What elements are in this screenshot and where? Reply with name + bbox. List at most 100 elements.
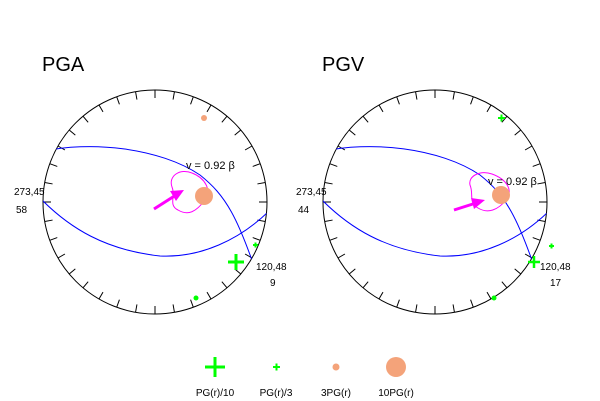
tick-mark	[348, 268, 356, 275]
right-axis-label: 120,48	[256, 262, 287, 273]
tick-mark	[514, 268, 522, 275]
tick-mark	[206, 104, 212, 113]
stereonet-pga: v = 0.92 β 273,45 58 120,48 9	[14, 89, 287, 315]
tick-mark	[57, 253, 66, 259]
station-cross-large	[528, 256, 540, 268]
legend-symbol-big-dot	[386, 357, 406, 377]
tick-mark	[324, 182, 333, 185]
directivity-arrow-shaft	[453, 201, 477, 212]
tick-mark	[362, 281, 369, 289]
tick-mark	[514, 129, 522, 136]
tick-mark	[362, 115, 369, 123]
left-axis-value: 44	[298, 205, 310, 216]
tick-mark	[172, 91, 175, 100]
net-circle	[42, 89, 268, 315]
tick-mark	[470, 96, 474, 105]
tick-mark	[68, 129, 76, 136]
tick-mark	[452, 304, 455, 313]
tick-mark	[486, 291, 492, 300]
tick-mark	[252, 237, 261, 241]
nodal-plane-2	[43, 199, 267, 257]
tick-mark	[486, 104, 492, 113]
left-axis-value: 58	[16, 205, 28, 216]
velocity-label: v = 0.92 β	[488, 176, 537, 188]
tick-mark	[116, 96, 120, 105]
tick-mark	[324, 219, 333, 222]
tick-mark	[206, 291, 212, 300]
tick-mark	[537, 182, 546, 185]
panel-title-pga: PGA	[42, 54, 85, 76]
tick-mark	[49, 237, 58, 241]
tick-mark	[44, 219, 53, 222]
nodal-plane-1	[323, 146, 543, 291]
tick-mark	[190, 96, 194, 105]
tick-mark	[415, 304, 418, 313]
station-cross-large	[228, 254, 244, 270]
right-axis-value: 17	[550, 278, 562, 289]
tick-mark	[221, 115, 228, 123]
right-axis-value: 9	[270, 278, 276, 289]
velocity-label: v = 0.92 β	[186, 160, 235, 172]
tick-mark	[396, 299, 400, 308]
tick-mark	[244, 145, 253, 151]
legend-symbol-small-cross	[273, 363, 280, 371]
tick-mark	[329, 163, 338, 167]
tick-mark	[98, 104, 104, 113]
tick-mark	[221, 281, 228, 289]
tick-mark	[396, 96, 400, 105]
directivity-arrow-head	[471, 198, 485, 209]
tick-mark	[257, 182, 266, 185]
tick-marks	[323, 90, 547, 314]
legend-label: 10PG(r)	[378, 388, 414, 399]
tick-mark	[532, 237, 541, 241]
tick-mark	[470, 299, 474, 308]
tick-mark	[378, 291, 384, 300]
station-cross	[549, 243, 554, 249]
station-point	[491, 295, 497, 301]
tick-mark	[532, 163, 541, 167]
station-point	[193, 295, 199, 301]
left-axis-label: 273,45	[14, 187, 45, 198]
tick-mark	[252, 163, 261, 167]
right-axis-label: 120,48	[540, 262, 571, 273]
stereonet-pgv: v = 0.92 β 273,45 44 120,48 17	[296, 89, 571, 315]
tick-mark	[82, 115, 89, 123]
tick-mark	[378, 104, 384, 113]
directivity-arrow-shaft	[153, 193, 177, 211]
legend-label: PG(r)/10	[196, 388, 235, 399]
tick-marks	[43, 90, 267, 314]
tick-mark	[82, 281, 89, 289]
tick-mark	[44, 182, 53, 185]
legend-label: 3PG(r)	[321, 388, 351, 399]
legend: PG(r)/10 PG(r)/3 3PG(r) 10PG(r)	[196, 357, 414, 399]
station-cross	[498, 114, 505, 122]
legend-symbol-big-cross	[205, 357, 225, 377]
directivity-arrow-head	[170, 190, 184, 201]
panel-title-pgv: PGV	[322, 54, 365, 76]
nodal-plane-1	[43, 146, 263, 291]
tick-mark	[348, 129, 356, 136]
tick-mark	[501, 115, 508, 123]
legend-symbol-small-dot	[332, 363, 340, 371]
tick-mark	[501, 281, 508, 289]
tick-mark	[337, 253, 346, 259]
tick-mark	[190, 299, 194, 308]
max-amplitude-dot	[195, 187, 213, 205]
nodal-plane-2	[323, 199, 547, 257]
station-dot	[201, 115, 207, 121]
tick-mark	[172, 304, 175, 313]
max-amplitude-dot	[492, 186, 510, 204]
tick-mark	[135, 304, 138, 313]
station-cross	[253, 242, 258, 248]
left-axis-label: 273,45	[296, 187, 327, 198]
legend-label: PG(r)/3	[260, 388, 293, 399]
tick-mark	[68, 268, 76, 275]
tick-mark	[49, 163, 58, 167]
tick-mark	[135, 91, 138, 100]
tick-mark	[234, 129, 242, 136]
tick-mark	[452, 91, 455, 100]
net-circle	[322, 89, 548, 315]
tick-mark	[415, 91, 418, 100]
tick-mark	[98, 291, 104, 300]
